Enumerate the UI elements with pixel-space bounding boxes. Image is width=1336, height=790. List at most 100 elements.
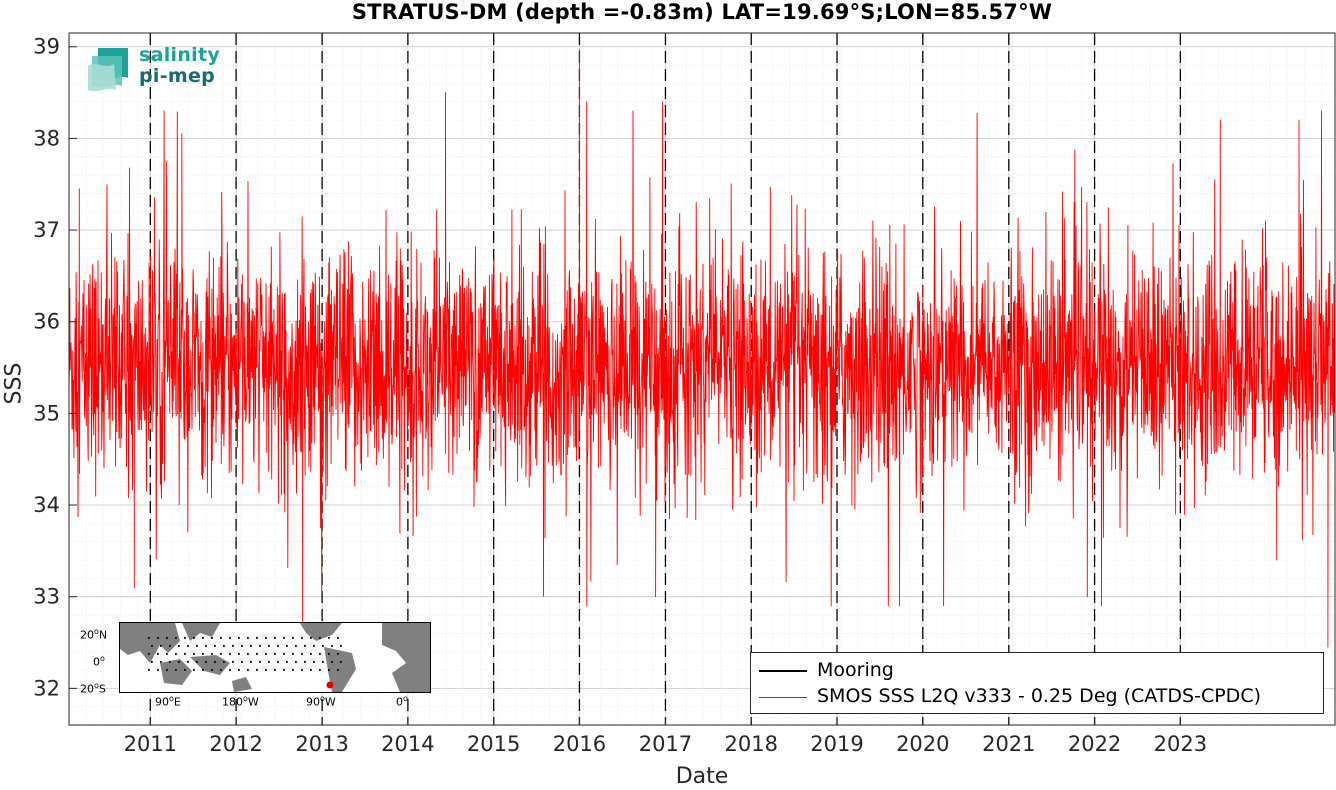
mooring-dot (292, 669, 294, 671)
mooring-dot (265, 637, 267, 639)
mooring-dot (250, 645, 252, 647)
mooring-dot (229, 669, 231, 671)
sss-line (68, 49, 1336, 648)
mooring-dot (268, 661, 270, 663)
legend-swatch-red (759, 697, 807, 698)
y-axis-ticks: 32 33 34 35 36 37 38 39 (33, 35, 77, 700)
mooring-dot (247, 637, 249, 639)
mooring-dot (238, 669, 240, 671)
mooring-dot (193, 669, 195, 671)
legend-label: SMOS SSS L2Q v333 - 0.25 Deg (CATDS-CPDC… (817, 685, 1261, 707)
legend: Mooring SMOS SSS L2Q v333 - 0.25 Deg (CA… (750, 652, 1324, 714)
mooring-dot (196, 645, 198, 647)
mooring-dot (295, 661, 297, 663)
plot-border (68, 32, 1336, 726)
mooring-dot (256, 637, 258, 639)
x-tick-label: 2018 (725, 732, 778, 756)
inset-ytick: 0o (93, 654, 105, 669)
x-tick-label: 2012 (209, 732, 262, 756)
y-tick-label: 36 (33, 310, 60, 334)
mooring-dot (223, 661, 225, 663)
minor-grid (68, 33, 1335, 726)
mooring-dot (175, 653, 177, 655)
mooring-dot (286, 661, 288, 663)
mooring-dot (229, 637, 231, 639)
mooring-dot (187, 661, 189, 663)
mooring-dot (313, 645, 315, 647)
mooring-dot (328, 669, 330, 671)
mooring-dot (193, 653, 195, 655)
mooring-dot (328, 653, 330, 655)
mooring-dot (277, 661, 279, 663)
x-tick-label: 2017 (639, 732, 692, 756)
mooring-dot (196, 661, 198, 663)
mooring-dot (157, 653, 159, 655)
mooring-dot (214, 645, 216, 647)
chart-title: STRATUS-DM (depth =-0.83m) LAT=19.69°S;L… (351, 0, 1053, 24)
mooring-dot (193, 637, 195, 639)
mooring-dot (304, 645, 306, 647)
mooring-dot (322, 661, 324, 663)
mooring-dot (229, 653, 231, 655)
mooring-dot (211, 653, 213, 655)
x-tick-label: 2013 (295, 732, 348, 756)
mooring-dot (274, 653, 276, 655)
mooring-dot (319, 637, 321, 639)
inset-ytick: 20oS (80, 681, 106, 696)
salinity-pi-mep-logo: salinity pi-mep (86, 44, 226, 94)
mooring-dot (211, 669, 213, 671)
mooring-dot (166, 669, 168, 671)
mooring-dot (178, 645, 180, 647)
inset-xtick: 0o (396, 694, 408, 709)
mooring-dot (157, 669, 159, 671)
x-tick-label: 2021 (982, 732, 1035, 756)
mooring-dot (310, 637, 312, 639)
mooring-dot (319, 669, 321, 671)
x-axis-label: Date (675, 764, 729, 789)
mooring-dot (256, 669, 258, 671)
mooring-dot (238, 653, 240, 655)
y-tick-label: 37 (33, 218, 60, 242)
mooring-dot (283, 653, 285, 655)
inset-map (119, 622, 431, 693)
mooring-dot (250, 661, 252, 663)
x-tick-label: 2022 (1068, 732, 1121, 756)
mooring-dot (247, 669, 249, 671)
mooring-dot (160, 661, 162, 663)
mooring-dot (274, 637, 276, 639)
y-tick-label: 32 (33, 676, 60, 700)
mooring-dot (337, 669, 339, 671)
mooring-dot (220, 637, 222, 639)
legend-swatch-black (759, 670, 807, 672)
mooring-dot (175, 669, 177, 671)
inset-xtick: 90oE (155, 694, 181, 709)
mooring-dot (184, 653, 186, 655)
waves-logo-icon (88, 48, 128, 92)
mooring-dot (337, 653, 339, 655)
mooring-dot (169, 661, 171, 663)
x-tick-label: 2016 (553, 732, 606, 756)
x-tick-label: 2019 (810, 732, 863, 756)
mooring-dot (205, 645, 207, 647)
x-tick-label: 2020 (896, 732, 949, 756)
mooring-dot (304, 661, 306, 663)
x-tick-label: 2011 (124, 732, 177, 756)
x-tick-label: 2014 (381, 732, 434, 756)
mooring-dot (292, 653, 294, 655)
mooring-dot (202, 669, 204, 671)
mooring-dot (169, 645, 171, 647)
mooring-dot (286, 645, 288, 647)
mooring-dot (310, 669, 312, 671)
mooring-dot (268, 645, 270, 647)
mooring-dot (277, 645, 279, 647)
y-tick-label: 34 (33, 493, 60, 517)
mooring-dot (223, 645, 225, 647)
station-marker (326, 681, 334, 689)
mooring-dot (283, 637, 285, 639)
mooring-dot (283, 669, 285, 671)
mooring-dot (148, 653, 150, 655)
logo-line2: pi-mep (139, 65, 216, 87)
mooring-dot (238, 637, 240, 639)
mooring-dot (301, 669, 303, 671)
mooring-dot (301, 653, 303, 655)
